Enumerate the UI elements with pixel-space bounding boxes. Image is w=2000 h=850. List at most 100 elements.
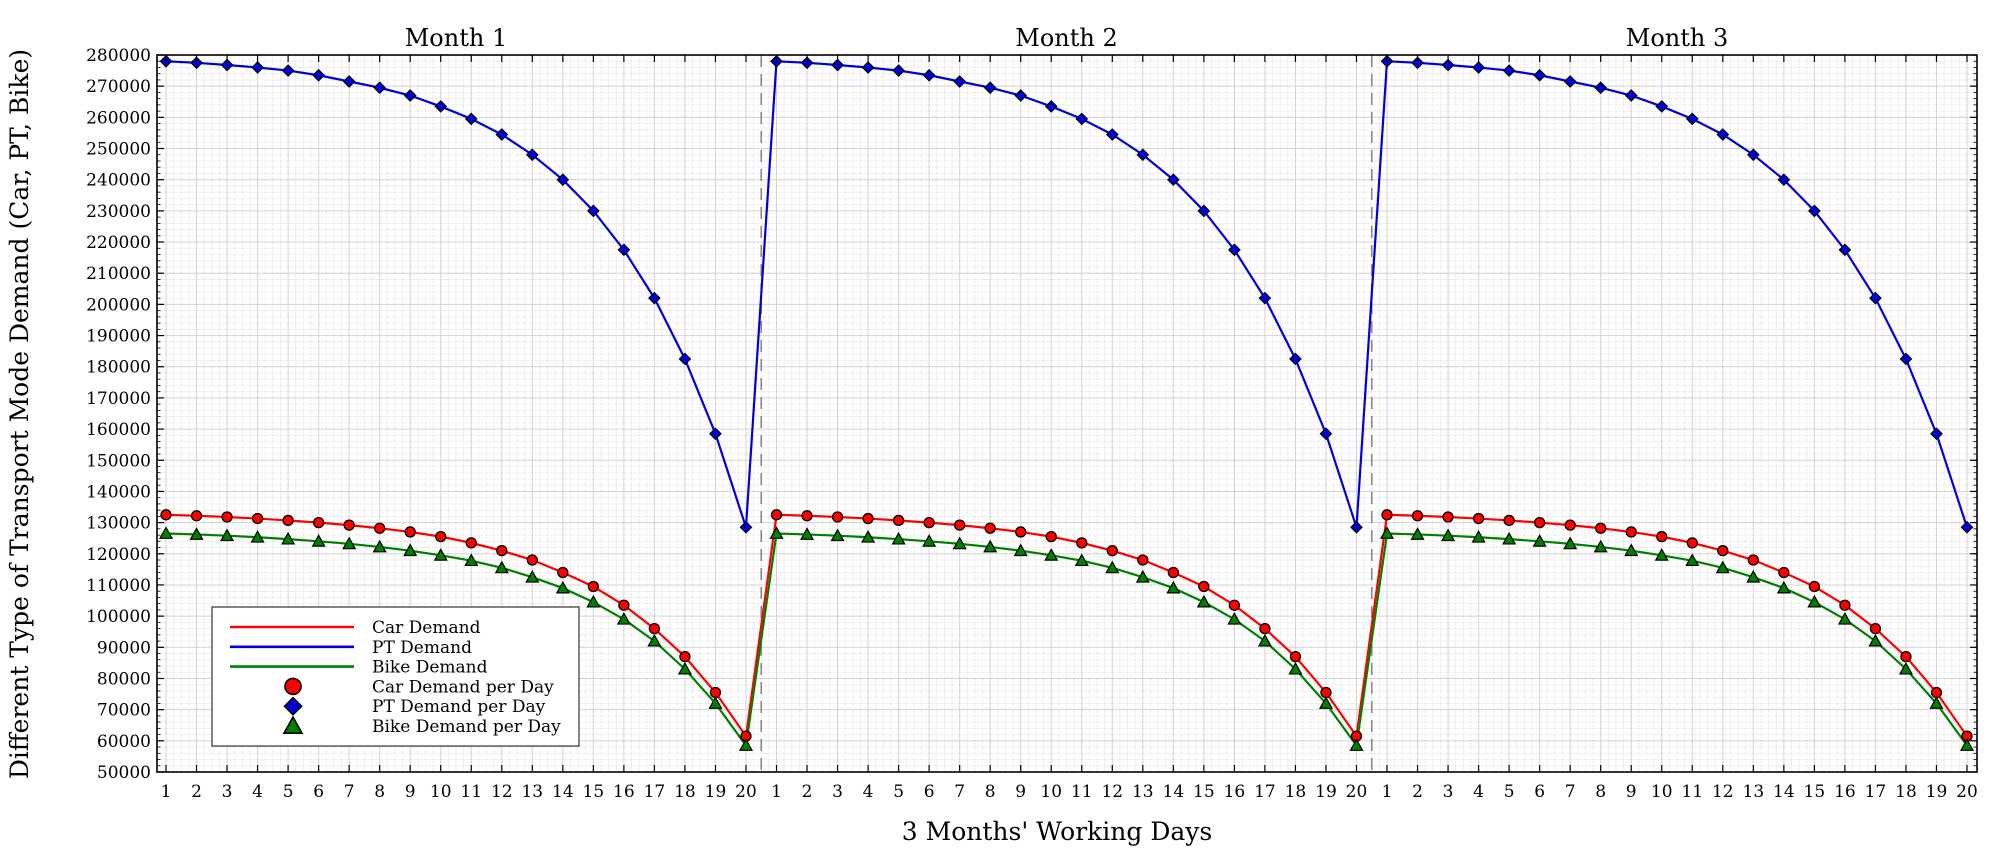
bike-demand-point bbox=[1715, 560, 1730, 574]
car-demand-point bbox=[374, 522, 386, 534]
pt-demand-point bbox=[1197, 204, 1211, 218]
axis-ticks bbox=[157, 54, 1977, 773]
x-tick-label: 18 bbox=[1895, 782, 1917, 802]
bike-demand-point bbox=[525, 569, 540, 583]
pt-demand-point bbox=[922, 68, 936, 82]
bike-demand-point bbox=[1135, 569, 1150, 583]
y-axis-title: Different Type of Transport Mode Demand … bbox=[5, 49, 34, 779]
x-tick-label: 12 bbox=[1101, 782, 1123, 802]
car-demand-point bbox=[801, 510, 813, 522]
legend-label-pt-demand: PT Demand bbox=[372, 638, 472, 658]
pt-demand-point bbox=[1350, 520, 1363, 534]
x-tick-label: 11 bbox=[1681, 782, 1703, 802]
x-tick-label: 17 bbox=[1254, 782, 1276, 802]
x-tick-label: 13 bbox=[1743, 782, 1765, 802]
legend-swatch-car-demand-per-day bbox=[284, 677, 302, 696]
pt-demand-point bbox=[220, 58, 234, 72]
pt-demand-point bbox=[312, 68, 325, 82]
bike-demand-point bbox=[403, 543, 418, 557]
car-demand-point bbox=[1717, 545, 1729, 557]
y-tick-label: 80000 bbox=[97, 669, 151, 689]
car-demand-point bbox=[1625, 526, 1637, 538]
bike-demand-point bbox=[983, 539, 998, 553]
pt-demand-point bbox=[1808, 204, 1821, 218]
x-tick-label: 9 bbox=[405, 782, 416, 802]
x-tick-label: 3 bbox=[832, 782, 843, 802]
x-tick-label: 16 bbox=[613, 782, 635, 802]
pt-demand-point bbox=[464, 112, 478, 126]
car-demand-point bbox=[1442, 511, 1454, 523]
y-tick-label: 160000 bbox=[86, 420, 151, 440]
bike-demand-point bbox=[861, 530, 876, 543]
pt-demand-point bbox=[617, 243, 631, 257]
y-tick-label: 170000 bbox=[86, 389, 151, 409]
x-tick-label: 17 bbox=[644, 782, 666, 802]
pt-demand-point bbox=[1594, 81, 1608, 95]
x-tick-label: 14 bbox=[1163, 782, 1185, 802]
bike-demand-point bbox=[1898, 661, 1913, 675]
bike-demand-point bbox=[220, 528, 235, 542]
bike-demand-point bbox=[342, 536, 357, 550]
pt-demand-point bbox=[1228, 243, 1241, 257]
car-demand-point bbox=[251, 512, 264, 525]
pt-demand-point bbox=[1624, 89, 1638, 102]
y-tick-label: 270000 bbox=[86, 77, 151, 97]
car-demand-point bbox=[221, 511, 233, 523]
bike-demand-point bbox=[586, 594, 601, 608]
x-tick-label: 3 bbox=[222, 782, 233, 802]
car-demand-point bbox=[862, 512, 874, 525]
car-demand-point bbox=[1839, 599, 1851, 611]
bike-demand-point bbox=[1349, 738, 1364, 751]
series-line-bike-demand bbox=[165, 532, 1968, 749]
bike-demand-point bbox=[1166, 580, 1181, 594]
pt-demand-point bbox=[861, 61, 875, 74]
pt-demand-point bbox=[800, 56, 814, 70]
car-demand-point bbox=[1595, 522, 1607, 534]
bike-demand-point bbox=[1593, 539, 1608, 553]
car-demand-point bbox=[770, 509, 783, 521]
month-title: Month 3 bbox=[1626, 24, 1728, 52]
month-title: Month 1 bbox=[405, 24, 507, 52]
y-tick-label: 230000 bbox=[86, 202, 151, 222]
pt-demand-point bbox=[1411, 56, 1424, 70]
legend-label-car-demand-per-day: Car Demand per Day bbox=[372, 677, 554, 697]
bike-demand-point bbox=[189, 527, 204, 540]
bike-demand-point bbox=[616, 612, 631, 625]
car-demand-point bbox=[1808, 580, 1821, 593]
y-tick-label: 130000 bbox=[86, 514, 151, 534]
x-tick-labels: 1 2 3 4 5 6 7 8 9 10 11 12 13 14 15 16 17 18 19 20 1 2 3 4 5 6 7 8 9… bbox=[161, 782, 1978, 802]
car-demand-point bbox=[557, 566, 569, 579]
pt-demand-point bbox=[709, 427, 722, 441]
legend-label-bike-demand: Bike Demand bbox=[372, 658, 488, 678]
pt-demand-point bbox=[1441, 58, 1455, 72]
x-tick-label: 19 bbox=[1926, 782, 1948, 802]
x-tick-label: 14 bbox=[1773, 782, 1795, 802]
y-tick-label: 100000 bbox=[86, 607, 151, 627]
x-tick-label: 9 bbox=[1015, 782, 1026, 802]
x-tick-label: 11 bbox=[1071, 782, 1093, 802]
x-tick-label: 2 bbox=[191, 782, 202, 802]
car-demand-point bbox=[190, 510, 203, 522]
x-tick-label: 7 bbox=[1565, 782, 1576, 802]
bike-demand-point bbox=[1196, 594, 1211, 608]
x-tick-label: 6 bbox=[313, 782, 324, 802]
bike-demand-point bbox=[1074, 553, 1089, 567]
y-tick-label: 210000 bbox=[86, 264, 151, 284]
bike-demand-point bbox=[1532, 534, 1547, 547]
y-tick-label: 150000 bbox=[86, 451, 151, 471]
x-tick-label: 10 bbox=[430, 782, 452, 802]
bike-demand-point bbox=[922, 534, 937, 547]
y-tick-label: 180000 bbox=[86, 358, 151, 378]
bike-demand-point bbox=[952, 536, 967, 550]
legend-swatch-pt-demand-per-day bbox=[283, 696, 303, 716]
month-separators bbox=[760, 55, 1373, 772]
car-demand-point bbox=[435, 530, 447, 543]
car-demand-point bbox=[587, 580, 600, 593]
pt-demand-point bbox=[1930, 427, 1943, 441]
car-demand-point bbox=[648, 622, 661, 635]
x-tick-label: 11 bbox=[460, 782, 482, 802]
car-demand-point bbox=[1747, 554, 1759, 566]
x-tick-label: 10 bbox=[1040, 782, 1062, 802]
x-tick-label: 14 bbox=[552, 782, 574, 802]
car-demand-point bbox=[1015, 526, 1027, 538]
